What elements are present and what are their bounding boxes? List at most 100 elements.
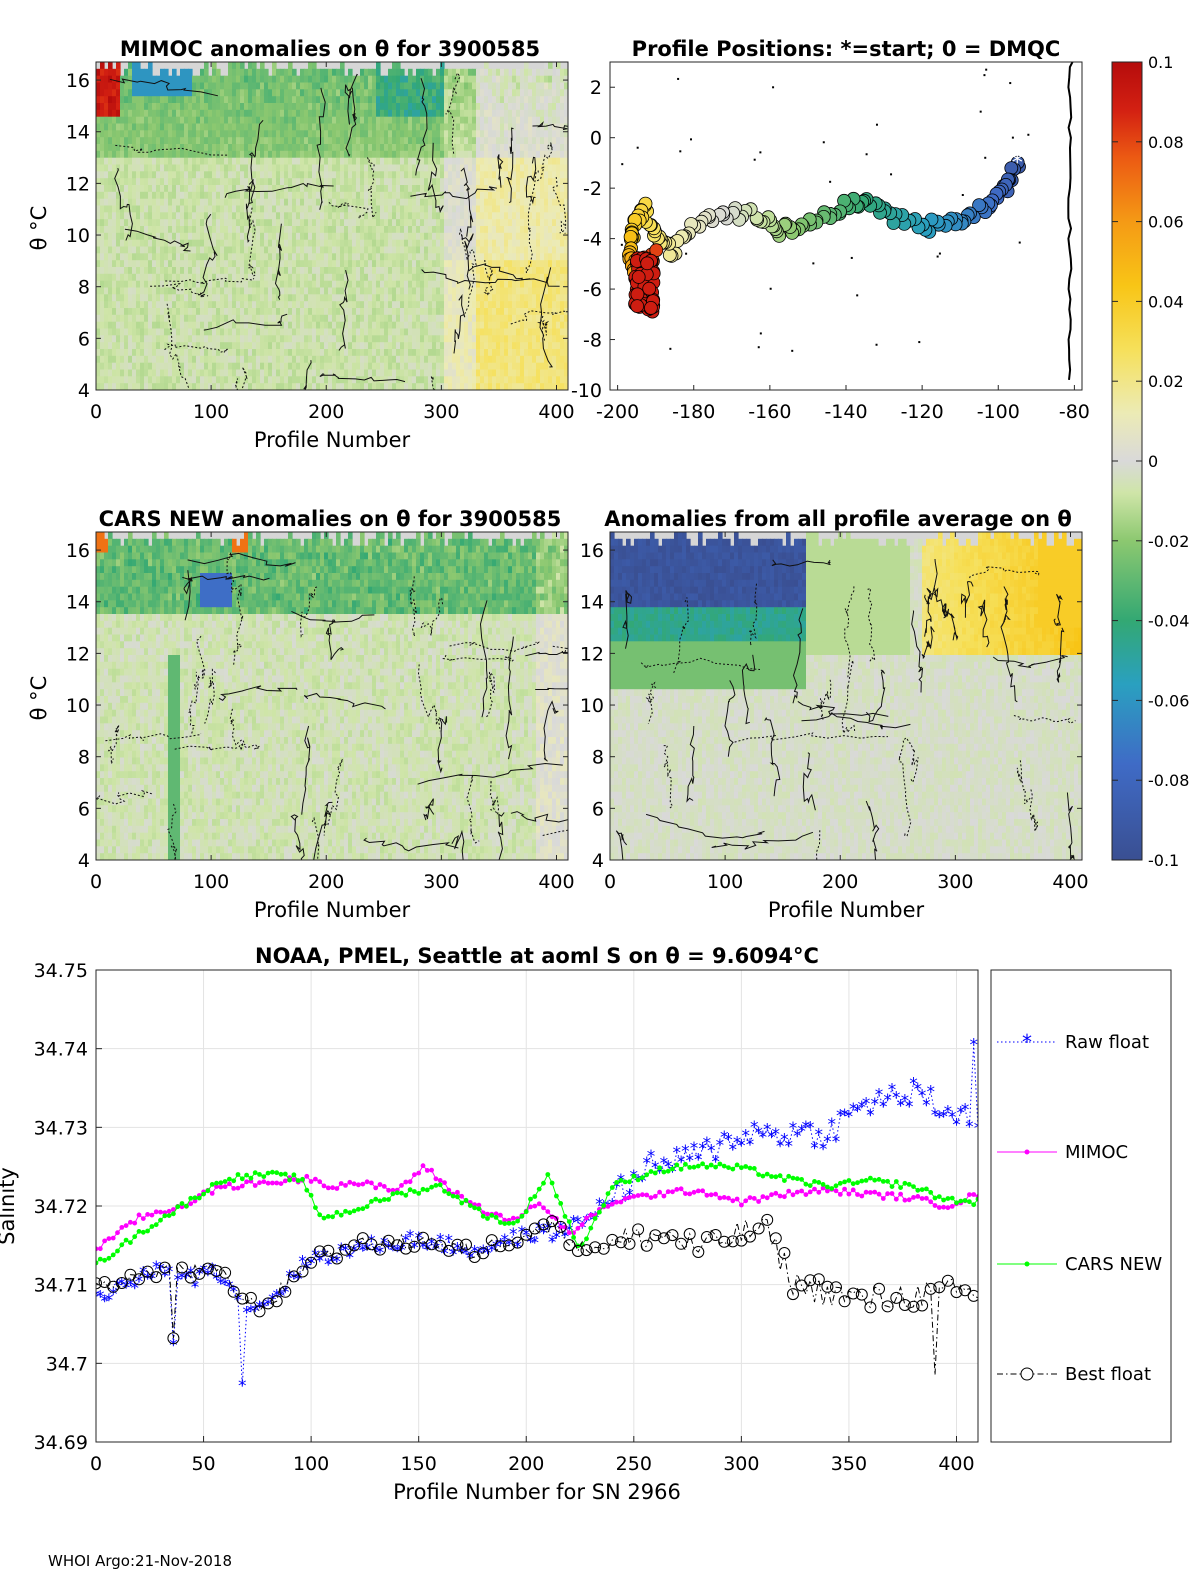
- heat-cell: [272, 62, 277, 70]
- heat-cell: [188, 198, 193, 207]
- heat-cell: [364, 219, 369, 227]
- heat-cell: [316, 109, 321, 118]
- heat-cell: [464, 355, 469, 364]
- heat-cell: [372, 178, 377, 186]
- heat-cell: [288, 260, 293, 268]
- heat-cell: [228, 362, 233, 371]
- heat-cell: [252, 321, 257, 330]
- heat-cell: [272, 123, 277, 131]
- heat-cell: [160, 260, 165, 268]
- heat-cell: [296, 301, 301, 309]
- heat-cell: [352, 376, 357, 384]
- heat-cell: [256, 376, 261, 384]
- heat-cell: [200, 178, 205, 186]
- heat-cell: [312, 226, 317, 234]
- heat-cell: [400, 96, 405, 104]
- heat-cell: [192, 75, 197, 84]
- heat-cell: [380, 260, 385, 268]
- heat-cell: [448, 355, 453, 364]
- heat-cell: [132, 232, 137, 241]
- heat-cell: [256, 342, 261, 350]
- heat-cell: [184, 355, 189, 364]
- heat-cell: [452, 212, 457, 220]
- heat-cell: [288, 362, 293, 371]
- heat-cell: [204, 273, 209, 282]
- heat-cell: [408, 178, 413, 186]
- heat-cell: [108, 82, 113, 90]
- heat-cell: [484, 267, 489, 275]
- heat-cell: [392, 355, 397, 364]
- heat-cell: [164, 287, 169, 295]
- heat-cell: [336, 369, 341, 377]
- heat-cell: [128, 314, 133, 323]
- heat-cell: [116, 96, 121, 104]
- heat-cell: [484, 253, 489, 261]
- heat-cell: [148, 301, 153, 309]
- heat-cell: [320, 369, 325, 377]
- heat-cell: [376, 212, 381, 220]
- heat-cell: [404, 171, 409, 179]
- heat-cell: [412, 103, 417, 111]
- heat-cell: [388, 144, 393, 152]
- heat-cell: [508, 342, 513, 350]
- heat-cell: [100, 314, 105, 323]
- heat-cell: [448, 314, 453, 323]
- heat-cell: [204, 232, 209, 241]
- heat-cell: [288, 178, 293, 186]
- heat-cell: [372, 226, 377, 234]
- heat-cell: [136, 75, 141, 84]
- heat-cell: [324, 185, 329, 193]
- heat-cell: [164, 362, 169, 371]
- heat-cell: [116, 321, 121, 330]
- heat-cell: [320, 144, 325, 152]
- heat-cell: [412, 349, 417, 357]
- heat-cell: [376, 355, 381, 364]
- heat-cell: [520, 103, 525, 111]
- heat-cell: [316, 191, 321, 200]
- heat-cell: [172, 273, 177, 282]
- heat-cell: [220, 137, 225, 145]
- heat-cell: [132, 178, 137, 186]
- heat-cell: [464, 226, 469, 234]
- heat-cell: [384, 82, 389, 90]
- heat-cell: [352, 335, 357, 343]
- heat-cell: [500, 68, 505, 77]
- heat-cell: [248, 137, 253, 145]
- heat-cell: [232, 314, 237, 323]
- heat-cell: [520, 109, 525, 118]
- heat-cell: [344, 75, 349, 84]
- heat-cell: [220, 219, 225, 227]
- heat-cell: [96, 308, 101, 316]
- heat-cell: [484, 123, 489, 131]
- heat-cell: [280, 219, 285, 227]
- heat-cell: [468, 89, 473, 97]
- heat-cell: [368, 253, 373, 261]
- heat-cell: [148, 362, 153, 371]
- heat-cell: [296, 369, 301, 377]
- heat-cell: [192, 123, 197, 131]
- heat-cell: [420, 82, 425, 90]
- heat-cell: [148, 171, 153, 179]
- heat-cell: [372, 68, 377, 77]
- heat-cell: [112, 369, 117, 377]
- heat-cell: [516, 198, 521, 207]
- heat-cell: [124, 123, 129, 131]
- heat-cell: [456, 308, 461, 316]
- heat-cell: [120, 109, 125, 118]
- heat-cell: [368, 362, 373, 371]
- heat-cell: [404, 355, 409, 364]
- heat-cell: [200, 144, 205, 152]
- heat-cell: [220, 212, 225, 220]
- heat-cell: [200, 362, 205, 371]
- heat-cell: [156, 342, 161, 350]
- heat-cell: [272, 191, 277, 200]
- heat-cell: [352, 369, 357, 377]
- heat-cell: [504, 369, 509, 377]
- heat-cell: [292, 219, 297, 227]
- heat-cell: [184, 273, 189, 282]
- heat-cell: [100, 82, 105, 90]
- heat-cell: [472, 246, 477, 254]
- heat-cell: [356, 273, 361, 282]
- heat-cell: [280, 232, 285, 241]
- heat-cell: [196, 314, 201, 323]
